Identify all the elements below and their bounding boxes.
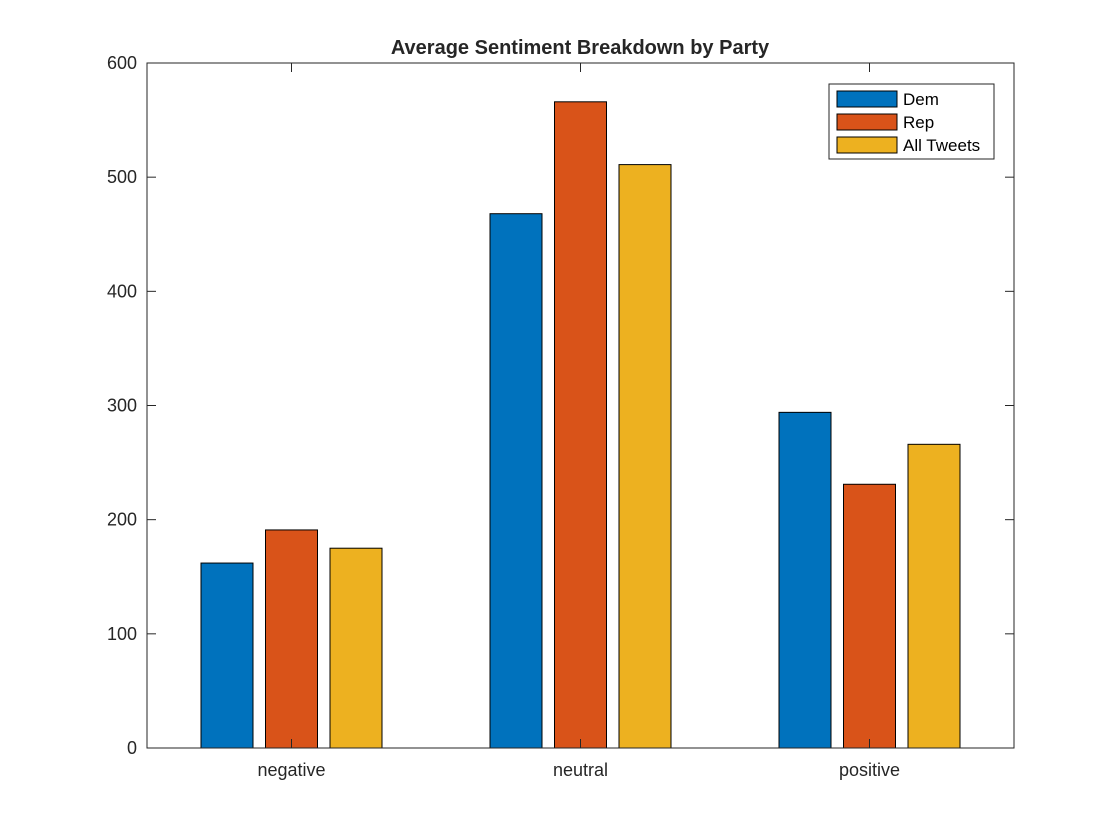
legend-label: Rep — [903, 113, 934, 132]
y-tick-label: 0 — [127, 738, 137, 758]
y-tick-label: 300 — [107, 396, 137, 416]
bar-dem-negative — [200, 562, 254, 749]
x-tick-label: neutral — [553, 760, 608, 780]
legend-swatch-rep — [836, 113, 898, 131]
bar-all-tweets-positive — [907, 443, 961, 749]
bar-rep-neutral — [554, 101, 607, 749]
y-tick-label: 400 — [107, 281, 137, 301]
y-tick-label: 100 — [107, 624, 137, 644]
x-tick-label: negative — [257, 760, 325, 780]
bar-all-tweets-neutral — [618, 164, 672, 749]
y-tick-label: 200 — [107, 510, 137, 530]
legend-label: All Tweets — [903, 136, 980, 155]
y-tick-label: 500 — [107, 167, 137, 187]
bars-layer — [200, 101, 961, 749]
bar-dem-positive — [778, 411, 832, 749]
bar-rep-positive — [843, 483, 896, 749]
chart-title: Average Sentiment Breakdown by Party — [391, 37, 770, 59]
axis-ticks: negative neutral positive 0 100 200 300 400 500 6… — [107, 53, 1014, 780]
legend-swatch-all-tweets — [836, 136, 898, 154]
y-tick-label: 600 — [107, 53, 137, 73]
legend-swatch-dem — [836, 90, 898, 108]
bar-dem-neutral — [489, 213, 543, 749]
legend-label: Dem — [903, 90, 939, 109]
x-tick-label: positive — [839, 760, 900, 780]
bar-rep-negative — [265, 529, 318, 749]
legend: Dem Rep All Tweets — [828, 83, 995, 160]
bar-all-tweets-negative — [329, 547, 383, 749]
